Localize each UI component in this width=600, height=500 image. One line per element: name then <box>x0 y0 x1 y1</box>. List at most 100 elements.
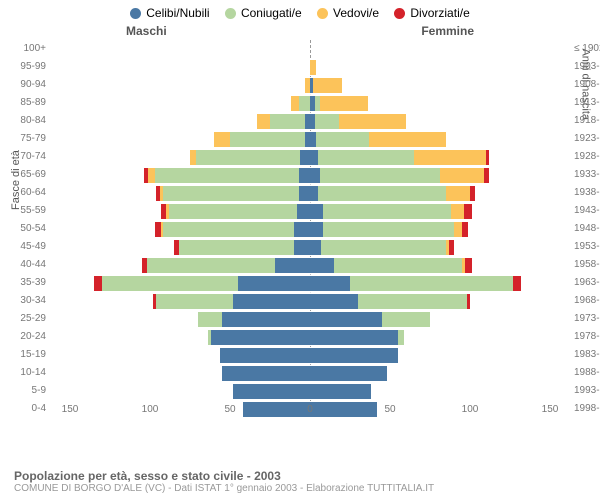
legend-swatch <box>394 8 405 19</box>
segment <box>222 365 310 382</box>
segment <box>169 203 297 220</box>
bar-male <box>174 239 310 254</box>
legend: Celibi/Nubili Coniugati/e Vedovi/e Divor… <box>0 0 600 24</box>
segment <box>398 329 404 346</box>
legend-item-vedovi: Vedovi/e <box>317 6 379 20</box>
legend-label: Coniugati/e <box>241 6 302 20</box>
bar-male <box>222 365 310 380</box>
segment <box>233 383 310 400</box>
segment <box>310 365 387 382</box>
pyramid-row: 30-341968-1972 <box>50 292 570 310</box>
year-label: 1913-1917 <box>574 97 600 108</box>
segment <box>369 131 446 148</box>
legend-item-divorziati: Divorziati/e <box>394 6 469 20</box>
bar-female <box>310 221 468 236</box>
year-label: 1948-1952 <box>574 223 600 234</box>
pyramid-row: 100+≤ 1902 <box>50 40 570 58</box>
segment <box>446 185 470 202</box>
segment <box>147 257 275 274</box>
segment <box>462 221 468 238</box>
segment <box>294 239 310 256</box>
segment <box>220 347 310 364</box>
year-label: 1953-1957 <box>574 241 600 252</box>
pyramid-row: 85-891913-1917 <box>50 94 570 112</box>
pyramid-row: 10-141988-1992 <box>50 364 570 382</box>
x-tick: 50 <box>224 404 235 415</box>
segment <box>156 293 233 310</box>
legend-item-celibi: Celibi/Nubili <box>130 6 209 20</box>
segment <box>310 311 382 328</box>
segment <box>440 167 485 184</box>
segment <box>230 131 305 148</box>
rows-container: 100+≤ 190295-991903-190790-941908-191285… <box>50 40 570 418</box>
header-male: Maschi <box>126 24 167 38</box>
pyramid-row: 60-641938-1942 <box>50 184 570 202</box>
legend-swatch <box>130 8 141 19</box>
segment <box>310 203 323 220</box>
segment <box>358 293 467 310</box>
footer: Popolazione per età, sesso e stato civil… <box>14 469 586 494</box>
x-axis: 15010050050100150 <box>50 404 570 420</box>
segment <box>233 293 310 310</box>
segment <box>310 149 318 166</box>
segment <box>222 311 310 328</box>
segment <box>339 113 406 130</box>
segment <box>291 95 299 112</box>
segment <box>179 239 294 256</box>
year-label: 1958-1962 <box>574 259 600 270</box>
bar-male <box>208 329 310 344</box>
year-label: 1968-1972 <box>574 295 600 306</box>
year-label: 1928-1932 <box>574 151 600 162</box>
pyramid-row: 70-741928-1932 <box>50 148 570 166</box>
bar-male <box>291 95 310 110</box>
segment <box>270 113 305 130</box>
segment <box>321 239 446 256</box>
age-label: 75-79 <box>10 133 46 144</box>
bar-male <box>94 275 310 290</box>
segment <box>310 185 318 202</box>
pyramid-row: 20-241978-1982 <box>50 328 570 346</box>
bar-female <box>310 149 489 164</box>
segment <box>350 275 513 292</box>
age-label: 40-44 <box>10 259 46 270</box>
x-tick: 0 <box>307 404 313 415</box>
bar-male <box>142 257 310 272</box>
segment <box>238 275 310 292</box>
bar-male <box>190 149 310 164</box>
segment <box>486 149 489 166</box>
age-label: 80-84 <box>10 115 46 126</box>
bar-female <box>310 59 316 74</box>
bar-female <box>310 311 430 326</box>
segment <box>467 293 470 310</box>
year-label: 1963-1967 <box>574 277 600 288</box>
segment <box>323 221 454 238</box>
legend-swatch <box>225 8 236 19</box>
bar-female <box>310 275 521 290</box>
segment <box>316 131 369 148</box>
year-label: 1988-1992 <box>574 367 600 378</box>
segment <box>513 275 521 292</box>
chart-area: 100+≤ 190295-991903-190790-941908-191285… <box>50 40 570 430</box>
bar-female <box>310 95 368 110</box>
x-tick: 150 <box>542 404 559 415</box>
segment <box>299 95 310 112</box>
segment <box>310 293 358 310</box>
segment <box>310 221 323 238</box>
footer-subtitle: COMUNE DI BORGO D'ALE (VC) - Dati ISTAT … <box>14 483 586 494</box>
segment <box>320 167 440 184</box>
age-label: 35-39 <box>10 277 46 288</box>
pyramid-row: 5-91993-1997 <box>50 382 570 400</box>
segment <box>465 257 471 274</box>
segment <box>310 239 321 256</box>
year-label: 1923-1927 <box>574 133 600 144</box>
age-label: 20-24 <box>10 331 46 342</box>
segment <box>454 221 462 238</box>
segment <box>310 347 398 364</box>
segment <box>299 167 310 184</box>
x-tick: 100 <box>142 404 159 415</box>
segment <box>275 257 310 274</box>
age-label: 100+ <box>10 43 46 54</box>
pyramid-row: 95-991903-1907 <box>50 58 570 76</box>
pyramid-row: 40-441958-1962 <box>50 256 570 274</box>
pyramid-row: 65-691933-1937 <box>50 166 570 184</box>
